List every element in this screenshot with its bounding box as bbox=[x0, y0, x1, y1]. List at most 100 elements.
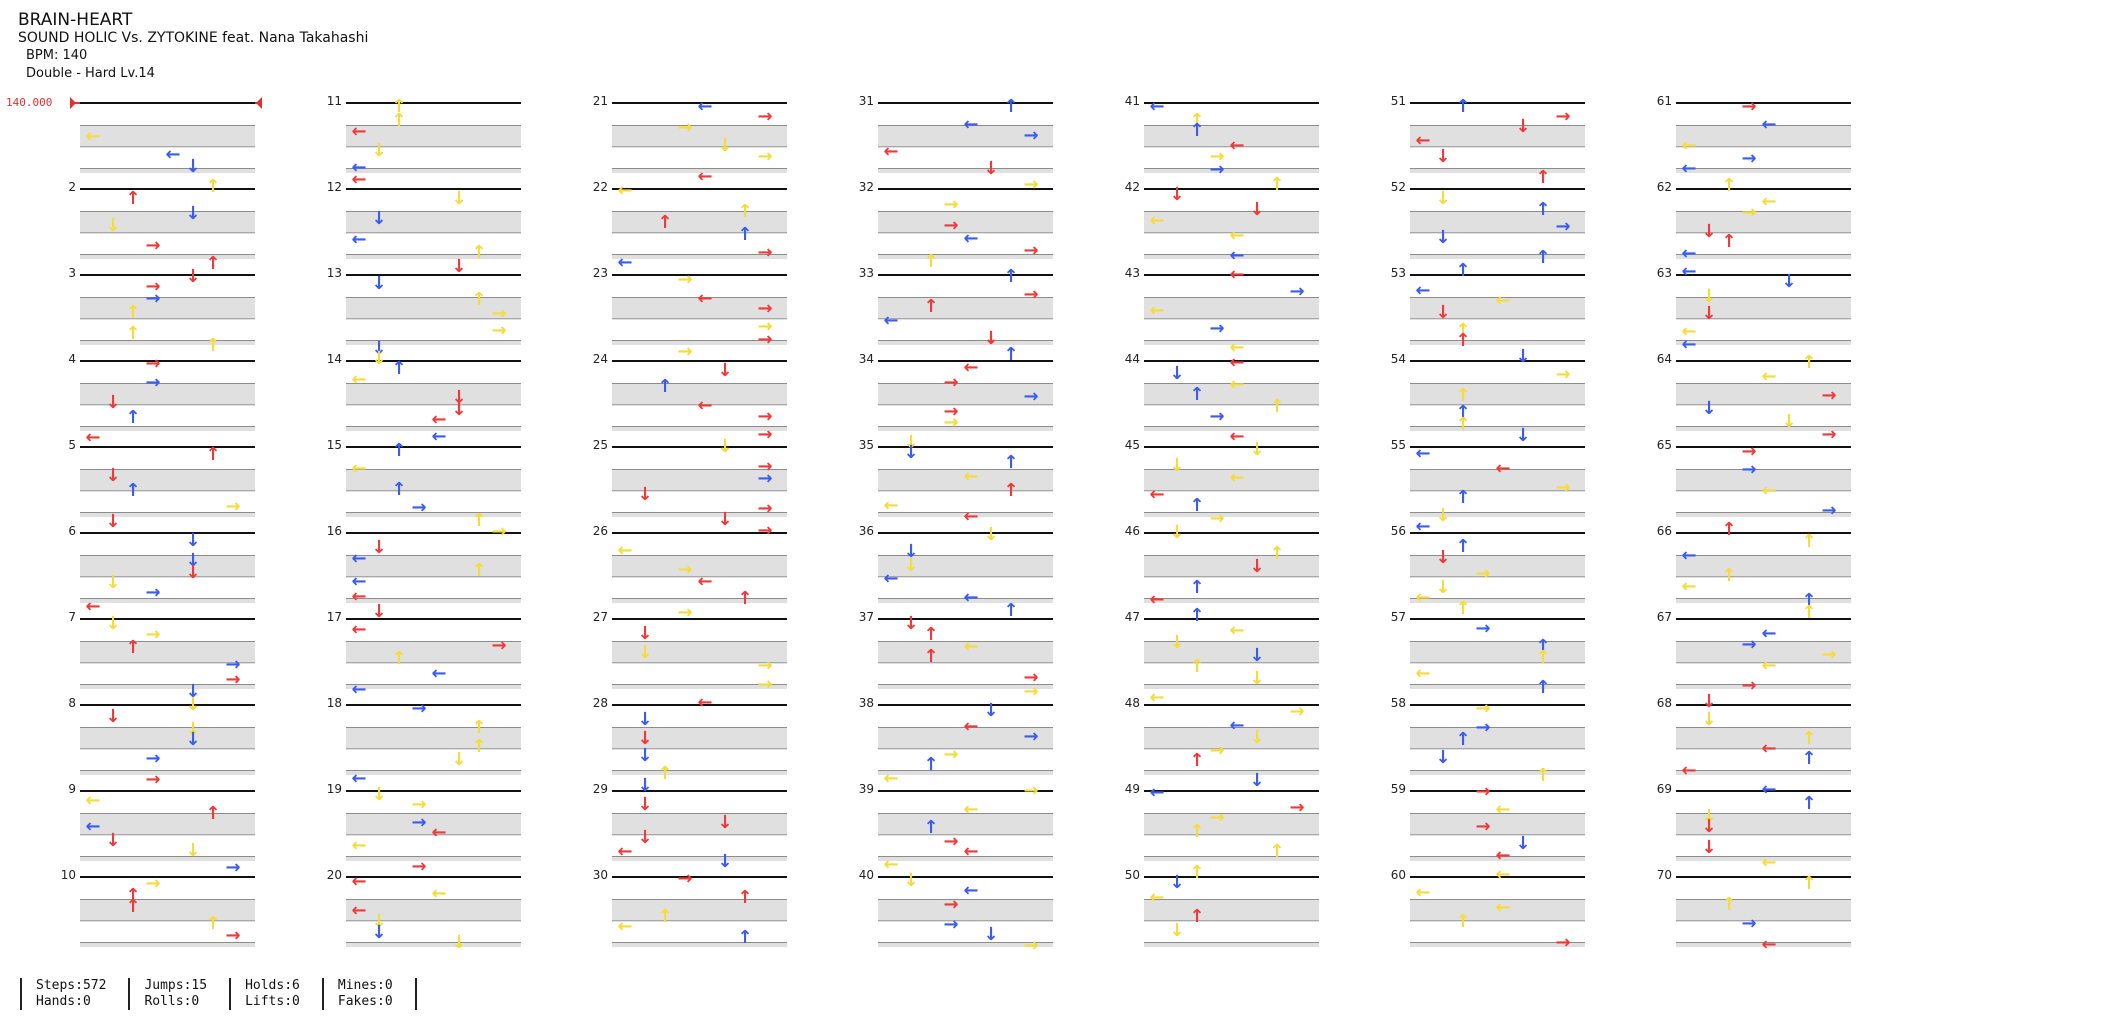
beat-band bbox=[878, 297, 1053, 320]
measure-row: 56 bbox=[1391, 516, 1585, 603]
measure-line bbox=[612, 876, 787, 878]
beat-band bbox=[612, 426, 787, 431]
measure-row: 47 bbox=[1125, 602, 1319, 689]
measure-line bbox=[1144, 618, 1319, 620]
measure-number: 39 bbox=[858, 782, 874, 796]
beat-band bbox=[80, 297, 255, 320]
beat-band bbox=[1144, 727, 1319, 750]
beat-band bbox=[80, 856, 255, 861]
measure-number: 50 bbox=[1124, 868, 1140, 882]
measure-line bbox=[612, 188, 787, 190]
measure-line bbox=[878, 790, 1053, 792]
song-artist: SOUND HOLIC Vs. ZYTOKINE feat. Nana Taka… bbox=[18, 30, 369, 46]
beat-line bbox=[1144, 662, 1319, 663]
beat-band bbox=[878, 168, 1053, 173]
measure-line bbox=[346, 274, 521, 276]
chart-stats: Steps:572 Hands:0 Jumps:15 Rolls:0 Holds… bbox=[20, 978, 417, 1010]
beat-band bbox=[1676, 168, 1851, 173]
beat-line bbox=[346, 576, 521, 577]
measure-row: 61 bbox=[1657, 86, 1851, 173]
measure-line bbox=[1144, 102, 1319, 104]
measure-line bbox=[1144, 876, 1319, 878]
holds-count: Holds:6 bbox=[245, 978, 300, 993]
beat-band bbox=[1676, 211, 1851, 234]
measure-line bbox=[1144, 532, 1319, 534]
measure-row: 48 bbox=[1125, 688, 1319, 775]
measure-number: 27 bbox=[592, 610, 608, 624]
beat-line bbox=[1676, 404, 1851, 405]
measure-row: 57 bbox=[1391, 602, 1585, 689]
measure-number: 44 bbox=[1124, 352, 1140, 366]
beat-band bbox=[346, 340, 521, 345]
beat-band bbox=[346, 899, 521, 922]
beat-line bbox=[80, 920, 255, 921]
beat-band bbox=[1410, 942, 1585, 947]
measure-row: 42 bbox=[1125, 172, 1319, 259]
beat-band bbox=[1144, 942, 1319, 947]
beat-band bbox=[1410, 598, 1585, 603]
beat-line bbox=[80, 318, 255, 319]
measure-line bbox=[1144, 360, 1319, 362]
measure-row: 53 bbox=[1391, 258, 1585, 345]
measure-row: 44 bbox=[1125, 344, 1319, 431]
measure-row: 39 bbox=[859, 774, 1053, 861]
beat-band bbox=[1410, 383, 1585, 406]
beat-band bbox=[1410, 899, 1585, 922]
beat-band bbox=[1676, 813, 1851, 836]
beat-band bbox=[1676, 727, 1851, 750]
beat-line bbox=[80, 576, 255, 577]
beat-line bbox=[1410, 146, 1585, 147]
beat-line bbox=[878, 490, 1053, 491]
measure-row: 67 bbox=[1657, 602, 1851, 689]
measure-row: 4 bbox=[68, 344, 255, 431]
measure-number: 24 bbox=[592, 352, 608, 366]
measure-number: 16 bbox=[326, 524, 342, 538]
measure-number: 19 bbox=[326, 782, 342, 796]
measure-line bbox=[80, 790, 255, 792]
measure-number: 65 bbox=[1656, 438, 1672, 452]
beat-line bbox=[612, 404, 787, 405]
beat-band bbox=[878, 383, 1053, 406]
beat-band bbox=[1410, 856, 1585, 861]
beat-line bbox=[346, 318, 521, 319]
measure-row: 55 bbox=[1391, 430, 1585, 517]
measure-number: 37 bbox=[858, 610, 874, 624]
stat-group-mines: Mines:0 Fakes:0 bbox=[321, 978, 417, 1010]
measure-number: 35 bbox=[858, 438, 874, 452]
beat-band bbox=[612, 555, 787, 578]
measure-line bbox=[878, 618, 1053, 620]
beat-band bbox=[1144, 168, 1319, 173]
beat-band bbox=[80, 899, 255, 922]
beat-line bbox=[1144, 748, 1319, 749]
measure-line bbox=[878, 704, 1053, 706]
song-title: BRAIN-HEART bbox=[18, 10, 133, 30]
measure-line bbox=[1676, 790, 1851, 792]
beat-band bbox=[1676, 555, 1851, 578]
beat-band bbox=[1676, 125, 1851, 148]
beat-line bbox=[878, 662, 1053, 663]
measure-line bbox=[346, 532, 521, 534]
measure-number: 40 bbox=[858, 868, 874, 882]
beat-band bbox=[1676, 684, 1851, 689]
beat-band bbox=[80, 555, 255, 578]
measure-line bbox=[346, 188, 521, 190]
beat-line bbox=[346, 146, 521, 147]
measure-number: 69 bbox=[1656, 782, 1672, 796]
measure-number: 32 bbox=[858, 180, 874, 194]
measure-number: 15 bbox=[326, 438, 342, 452]
beat-band bbox=[80, 684, 255, 689]
measure-number: 21 bbox=[592, 94, 608, 108]
chart-column-6: 51 52 53 54 55 56 57 58 59 60 ↑ → ↓ ← ↓ ↑ ↓ ↑ → ↓ ↑ ↑ ← ← ↓ ↑ ↑ ↓ → ↑… bbox=[1391, 86, 1585, 952]
measure-row: 40 bbox=[859, 860, 1053, 947]
measure-row: 38 bbox=[859, 688, 1053, 775]
beat-line bbox=[346, 920, 521, 921]
measure-row: 28 bbox=[593, 688, 787, 775]
measure-number: 59 bbox=[1390, 782, 1406, 796]
measure-row: 29 bbox=[593, 774, 787, 861]
measure-row: 23 bbox=[593, 258, 787, 345]
measure-row: 63 bbox=[1657, 258, 1851, 345]
measure-row: 50 bbox=[1125, 860, 1319, 947]
beat-band bbox=[612, 770, 787, 775]
measure-row: 54 bbox=[1391, 344, 1585, 431]
beat-band bbox=[346, 426, 521, 431]
